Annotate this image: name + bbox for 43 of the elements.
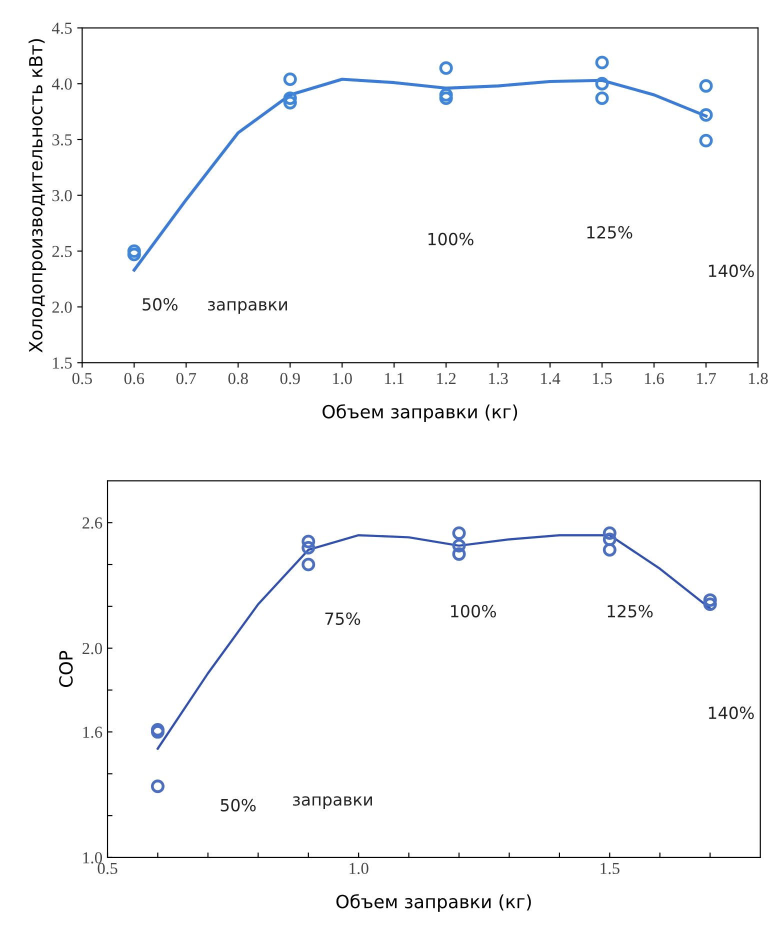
annotation: 140% [708,264,754,278]
y-tick-label: 2.0 [52,302,72,313]
annotation: 125% [608,604,653,618]
y-tick-label: 1.6 [83,726,102,738]
annotation: 75% [325,612,360,626]
x-tick-label: 1.3 [489,372,508,384]
annotation: 50% [142,298,178,311]
x-tick-label: 1.2 [437,372,456,384]
x-tick-label: 1.6 [645,372,664,384]
annotation: 50% [220,798,256,812]
y-tick-label: 4.5 [52,22,72,34]
y-axis-title: Холодопроизводительность кВт) [28,39,46,352]
annotation: заправки [293,796,372,810]
x-tick-label: 1.8 [749,372,768,384]
x-tick-label: 1.5 [600,862,620,874]
y-tick-label: 1.5 [53,357,72,369]
annotation: 140% [708,706,754,720]
y-tick-label: 2.5 [52,246,72,258]
y-axis-title: COP [59,650,73,687]
y-tick-label: 1.0 [83,852,102,864]
x-tick-label: 0.5 [98,862,118,874]
x-tick-label: 1.7 [697,372,716,384]
x-tick-label: 1.4 [541,372,560,384]
x-axis-title: Объем заправки (кг) [322,404,518,422]
y-tick-label: 3.0 [52,190,72,202]
annotation: 125% [587,226,632,239]
annotation: 100% [428,232,474,246]
y-tick-label: 2.0 [82,642,102,654]
y-tick-label: 4.0 [52,78,72,90]
x-tick-label: 1.0 [333,372,352,384]
x-tick-label: 0.7 [176,372,196,384]
annotation: 100% [451,604,496,618]
x-tick-label: 0.8 [228,372,248,384]
x-tick-label: 0.9 [280,372,300,384]
x-axis-title: Объем заправки (кг) [336,894,531,912]
x-tick-label: 1.1 [385,372,404,384]
x-tick-label: 0.5 [72,372,92,384]
y-tick-label: 3.5 [52,134,72,146]
y-tick-label: 2.6 [82,517,102,529]
x-tick-label: 1.5 [593,372,612,384]
annotation: заправки [208,301,287,314]
x-tick-label: 0.6 [124,372,144,384]
x-tick-label: 1.0 [350,862,368,874]
